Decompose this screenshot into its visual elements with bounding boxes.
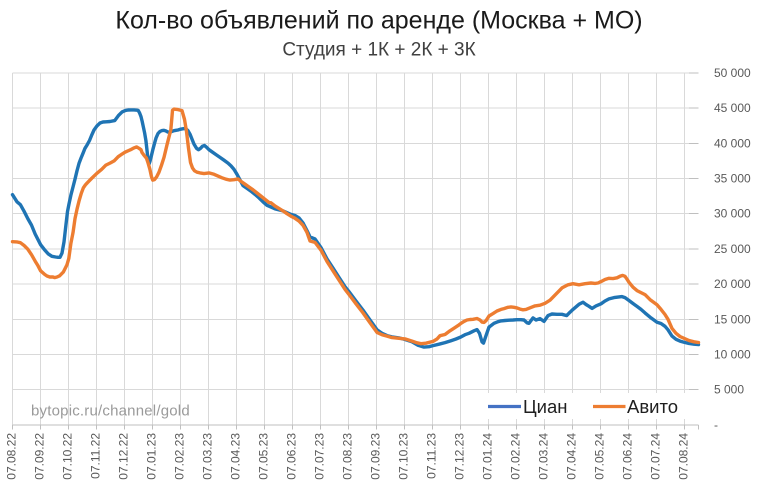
svg-text:07.05.24: 07.05.24 xyxy=(593,433,607,480)
svg-text:07.12.23: 07.12.23 xyxy=(453,433,467,480)
svg-text:07.06.24: 07.06.24 xyxy=(621,433,635,480)
svg-text:07.09.22: 07.09.22 xyxy=(33,433,47,480)
svg-text:25 000: 25 000 xyxy=(714,242,751,256)
svg-text:07.05.23: 07.05.23 xyxy=(257,433,271,480)
svg-text:07.01.23: 07.01.23 xyxy=(145,433,159,480)
svg-text:07.09.23: 07.09.23 xyxy=(369,433,383,480)
svg-text:20 000: 20 000 xyxy=(714,277,751,291)
svg-text:07.10.22: 07.10.22 xyxy=(61,433,75,480)
svg-text:10 000: 10 000 xyxy=(714,347,751,361)
svg-text:15 000: 15 000 xyxy=(714,312,751,326)
svg-text:07.04.24: 07.04.24 xyxy=(565,433,579,480)
svg-text:07.06.23: 07.06.23 xyxy=(285,433,299,480)
svg-text:07.02.24: 07.02.24 xyxy=(509,433,523,480)
svg-text:07.08.24: 07.08.24 xyxy=(677,433,691,480)
svg-text:07.07.24: 07.07.24 xyxy=(649,433,663,480)
svg-text:45 000: 45 000 xyxy=(714,101,751,115)
svg-text:30 000: 30 000 xyxy=(714,207,751,221)
svg-text:Авито: Авито xyxy=(627,396,678,417)
svg-text:07.11.23: 07.11.23 xyxy=(425,433,439,479)
svg-text:07.03.24: 07.03.24 xyxy=(537,433,551,480)
svg-text:07.03.23: 07.03.23 xyxy=(201,433,215,480)
svg-text:Циан: Циан xyxy=(523,396,568,417)
svg-text:Кол-во объявлений по аренде (М: Кол-во объявлений по аренде (Москва + МО… xyxy=(115,7,642,35)
svg-text:07.11.22: 07.11.22 xyxy=(89,433,103,479)
svg-text:07.12.22: 07.12.22 xyxy=(117,433,131,480)
svg-text:07.02.23: 07.02.23 xyxy=(173,433,187,480)
svg-text:07.07.23: 07.07.23 xyxy=(313,433,327,480)
svg-text:07.10.23: 07.10.23 xyxy=(397,433,411,480)
svg-text:07.08.22: 07.08.22 xyxy=(5,433,19,480)
svg-text:40 000: 40 000 xyxy=(714,136,751,150)
svg-text:50 000: 50 000 xyxy=(714,66,751,80)
svg-text:07.08.23: 07.08.23 xyxy=(341,433,355,480)
svg-text:07.01.24: 07.01.24 xyxy=(481,433,495,480)
svg-text:-: - xyxy=(714,418,718,432)
svg-text:bytopic.ru/channel/gold: bytopic.ru/channel/gold xyxy=(31,403,190,420)
svg-text:07.04.23: 07.04.23 xyxy=(229,433,243,480)
svg-text:5 000: 5 000 xyxy=(714,383,744,397)
svg-text:35 000: 35 000 xyxy=(714,172,751,186)
svg-text:Студия + 1К + 2К + 3К: Студия + 1К + 2К + 3К xyxy=(282,40,475,61)
